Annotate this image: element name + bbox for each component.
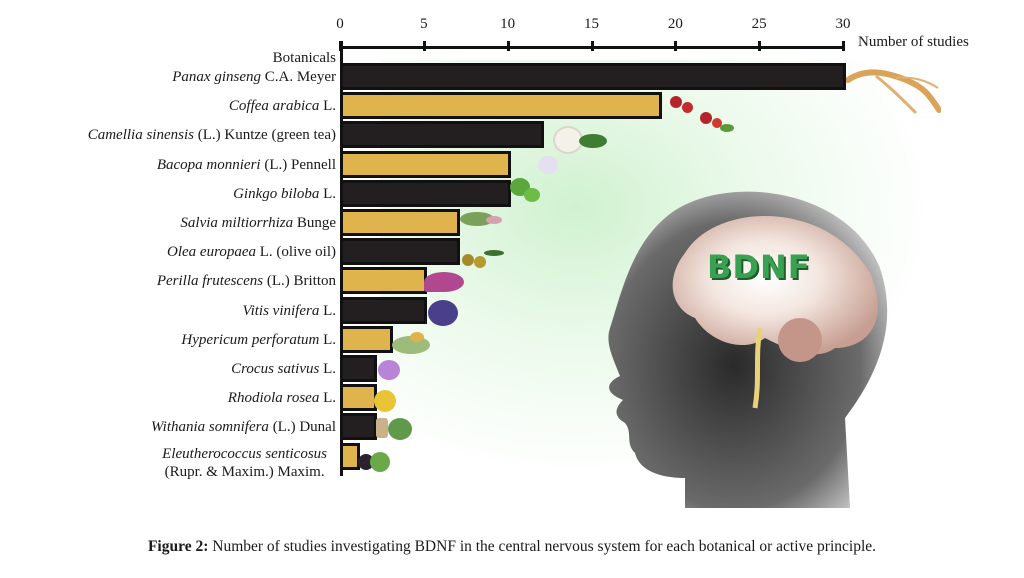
bar: [340, 413, 377, 441]
bar: [340, 209, 461, 236]
bar: [340, 267, 427, 295]
x-axis-tick-label: 15: [584, 16, 599, 32]
x-axis-tick: [842, 41, 845, 51]
bar: [340, 92, 662, 120]
species-name: Crocus sativus: [231, 361, 320, 377]
authority-name: (L.) Dunal: [268, 419, 336, 436]
category-label: Hypericum perforatum L.: [181, 331, 336, 349]
category-label: Perilla frutescens (L.) Britton: [157, 272, 336, 290]
x-axis-tick: [422, 41, 426, 51]
authority-name: L.: [319, 361, 336, 377]
authority-name: L. (olive oil): [256, 244, 336, 261]
category-label: Eleutherococcus senticosus (Rupr. & Maxim…: [162, 445, 327, 481]
category-label: Olea europaea L. (olive oil): [167, 243, 336, 261]
authority-name: C.A. Meyer: [261, 69, 336, 85]
x-axis-title: Number of studies: [858, 34, 969, 50]
x-axis-tick: [758, 41, 762, 51]
authority-name: (Rupr. & Maxim.) Maxim.: [164, 463, 325, 480]
bar: [340, 296, 427, 324]
bar: [340, 384, 377, 412]
species-name: Eleutherococcus senticosus: [162, 445, 327, 462]
authority-name: L.: [319, 98, 336, 115]
authority-name: L.: [319, 331, 336, 348]
category-label: Vitis vinifera L.: [243, 302, 336, 320]
x-axis-tick-label: 30: [835, 16, 851, 32]
category-label: Panax ginseng C.A. Meyer: [172, 68, 336, 86]
bar: [340, 355, 377, 382]
species-name: Vitis vinifera: [242, 302, 320, 319]
x-axis-tick-label: 0: [336, 16, 344, 32]
bdnf-label: BDNF: [707, 248, 811, 286]
x-axis-tick: [590, 41, 594, 51]
species-name: Camellia sinensis: [87, 127, 194, 144]
category-label: Bacopa monnieri (L.) Pennell: [157, 156, 336, 174]
category-label: Ginkgo biloba L.: [233, 185, 336, 203]
category-label: Withania somnifera (L.) Dunal: [151, 418, 336, 436]
species-name: Panax ginseng: [172, 69, 261, 85]
category-label: Camellia sinensis (L.) Kuntze (green tea…: [88, 126, 336, 144]
ginseng-root-icon: [845, 58, 942, 118]
y-axis-title: Botanicals: [272, 50, 336, 66]
x-axis-tick-label: 10: [500, 16, 516, 32]
authority-name: L.: [319, 390, 336, 407]
bar: [340, 179, 511, 207]
authority-name: Bunge: [293, 215, 336, 231]
species-name: Bacopa monnieri: [156, 156, 261, 173]
authority-name: (L.) Kuntze (green tea): [193, 127, 336, 144]
authority-name: L.: [319, 185, 336, 202]
species-name: Perilla frutescens: [156, 273, 264, 290]
species-name: Olea europaea: [167, 244, 257, 261]
x-axis-tick: [339, 41, 342, 51]
bar: [340, 238, 461, 266]
category-label: Coffea arabica L.: [229, 97, 336, 115]
x-axis-tick: [674, 41, 678, 51]
species-name: Rhodiola rosea: [227, 390, 320, 407]
x-axis-tick-label: 20: [667, 16, 683, 32]
species-name: Salvia miltiorrhiza: [180, 215, 294, 231]
bar: [340, 121, 545, 149]
category-label: Crocus sativus L.: [231, 360, 336, 378]
bar: [340, 442, 360, 470]
species-name: Coffea arabica: [228, 98, 320, 115]
authority-name: (L.) Pennell: [260, 156, 336, 173]
x-axis-tick-label: 5: [420, 16, 428, 32]
bar: [340, 325, 394, 353]
caption-text: Number of studies investigating BDNF in …: [208, 538, 877, 555]
authority-name: (L.) Britton: [263, 273, 336, 290]
bar: [340, 63, 846, 90]
category-label: Rhodiola rosea L.: [228, 389, 336, 407]
caption-label: Figure 2:: [147, 538, 209, 555]
head-brain-illustration: BDNF: [595, 178, 895, 509]
authority-name: L.: [319, 302, 336, 319]
x-axis-tick: [506, 41, 510, 51]
species-name: Hypericum perforatum: [181, 331, 320, 348]
species-name: Withania somnifera: [151, 419, 269, 436]
x-axis-tick-label: 25: [751, 16, 767, 32]
category-label: Salvia miltiorrhiza Bunge: [180, 214, 336, 232]
species-name: Ginkgo biloba: [233, 185, 320, 202]
bar: [340, 150, 511, 178]
figure-caption: Figure 2: Number of studies investigatin…: [0, 538, 1024, 556]
